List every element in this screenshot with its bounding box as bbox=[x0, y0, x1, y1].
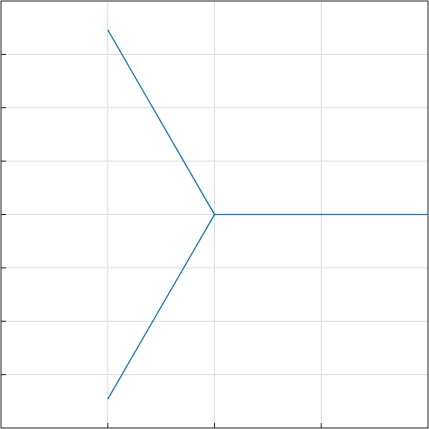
data-lines bbox=[107, 29, 428, 400]
line-segment bbox=[107, 29, 216, 215]
line-segment bbox=[107, 214, 216, 400]
